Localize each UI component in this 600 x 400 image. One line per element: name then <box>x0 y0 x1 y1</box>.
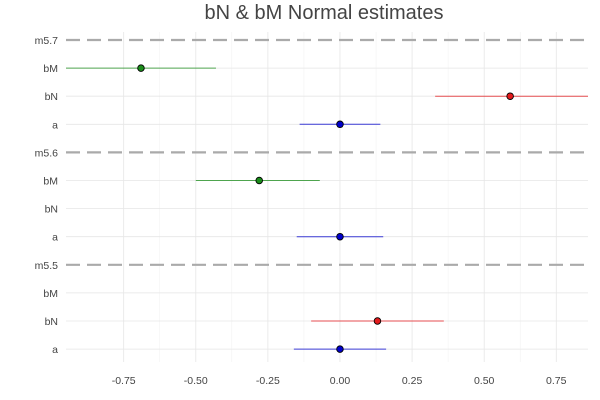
row-label: bM <box>43 176 58 188</box>
x-axis-ticks: -0.75 -0.50 -0.25 0.00 0.25 0.50 0.75 <box>112 375 567 387</box>
x-tick-label: -0.50 <box>184 375 208 387</box>
row-labels: m5.7 bM bN a m5.6 bM bN a m5.5 bM bN a <box>35 35 59 356</box>
separator-layer <box>66 38 588 266</box>
row-label: m5.5 <box>35 260 59 272</box>
row-label: m5.7 <box>35 35 59 47</box>
row-label: bN <box>45 316 58 328</box>
estimate-point <box>373 317 382 325</box>
row-label: bM <box>43 63 58 75</box>
row-label: m5.6 <box>35 147 59 159</box>
chart-title: bN & bM Normal estimates <box>205 2 444 24</box>
x-tick-label: 0.50 <box>474 375 495 387</box>
estimate-point <box>336 120 344 129</box>
row-label: a <box>52 232 58 244</box>
row-label: bM <box>43 288 58 300</box>
grid-layer <box>66 32 588 362</box>
estimate-point <box>336 345 344 353</box>
estimate-point <box>506 92 514 100</box>
x-tick-label: -0.75 <box>112 375 136 387</box>
x-tick-label: -0.25 <box>256 375 280 387</box>
row-label: a <box>52 119 58 131</box>
row-label: a <box>52 344 58 356</box>
row-label: bN <box>45 91 58 103</box>
x-tick-label: 0.00 <box>330 375 351 387</box>
point-layer <box>137 64 514 353</box>
x-tick-label: 0.25 <box>402 375 423 387</box>
x-tick-label: 0.75 <box>546 375 567 387</box>
row-label: bN <box>45 204 58 216</box>
estimate-point <box>336 232 344 241</box>
estimate-point <box>255 176 263 185</box>
estimate-point <box>137 64 145 72</box>
